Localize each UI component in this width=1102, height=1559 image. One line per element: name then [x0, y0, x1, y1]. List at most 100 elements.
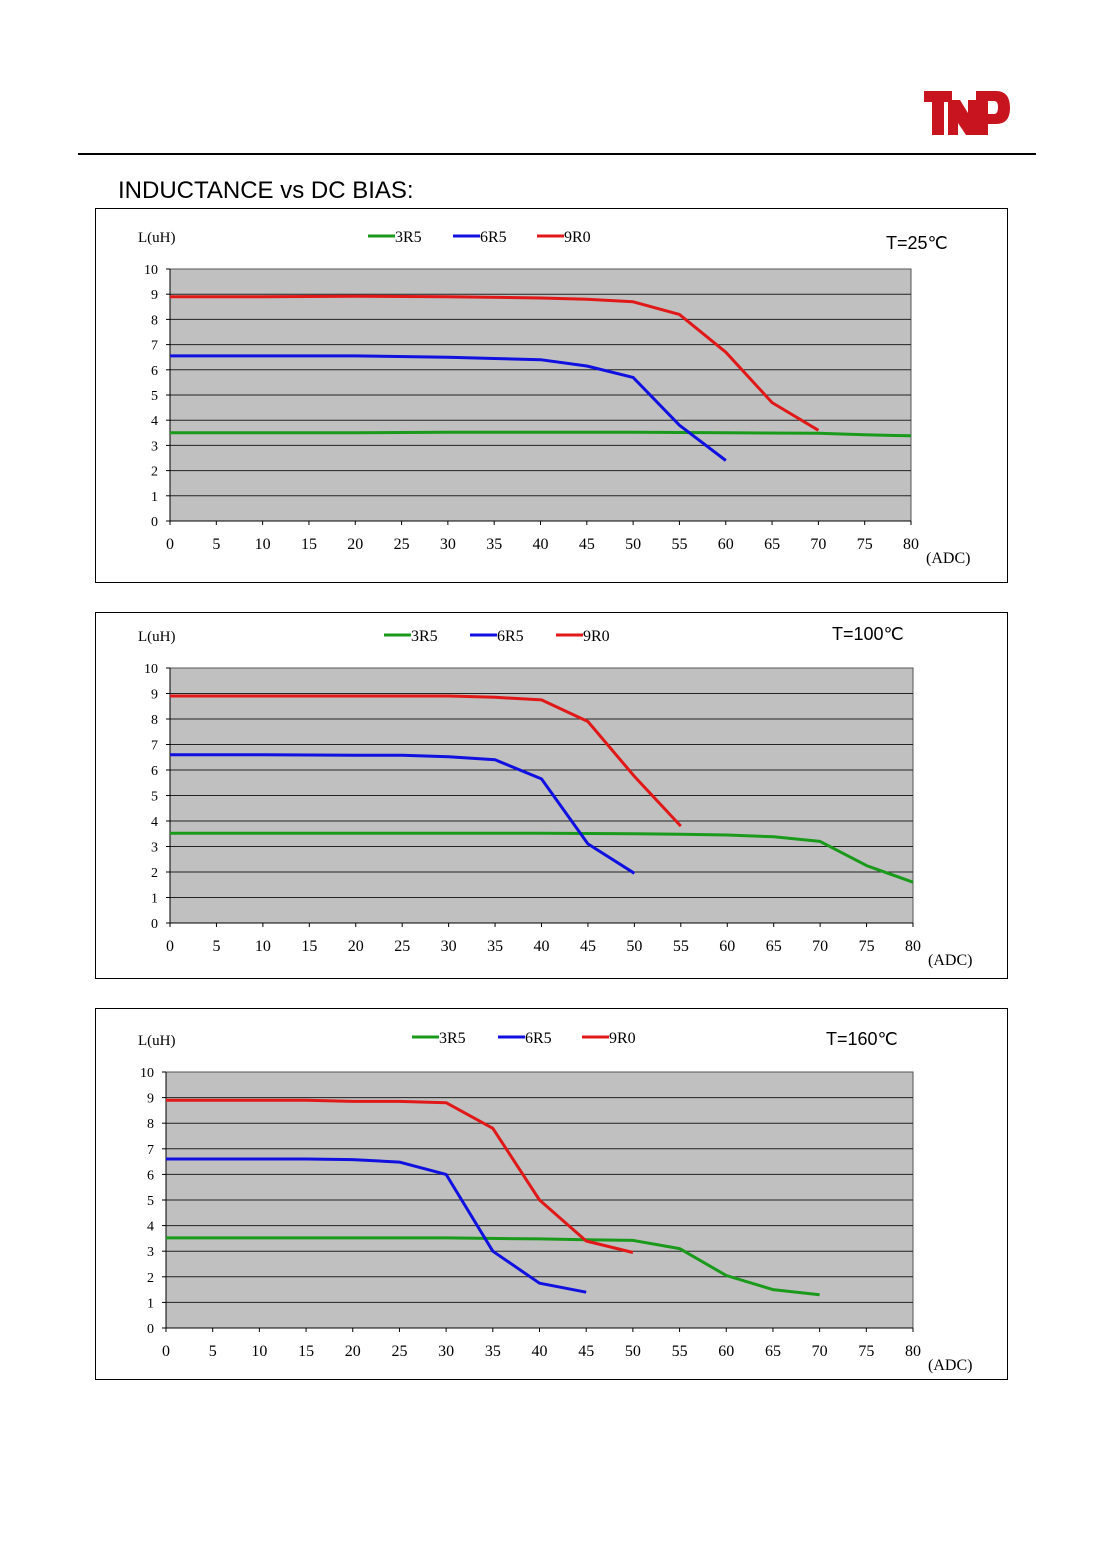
- x-axis-label: (ADC): [926, 550, 970, 567]
- x-tick-label: 25: [391, 1343, 407, 1360]
- y-tick-label: 10: [144, 662, 158, 677]
- chart-title: T=100℃: [832, 624, 904, 644]
- x-tick-label: 55: [671, 536, 687, 553]
- chart-panel-100c: 0 1 2 3 4 5 6 7 8 9 10 0 5 10 15 20 25 30 35 40 45 50 55 60 65 70…: [95, 612, 1008, 979]
- y-tick-label: 9: [147, 1092, 154, 1107]
- y-tick-label: 4: [151, 414, 158, 429]
- series-line-3r5: [170, 831, 914, 884]
- x-axis-label: (ADC): [928, 1357, 972, 1374]
- y-tick-label: 3: [147, 1245, 154, 1260]
- x-tick-label: 60: [719, 938, 735, 955]
- legend-label-3r5: 3R5: [395, 229, 422, 246]
- y-tick-label: 2: [151, 465, 158, 480]
- y-tick-label: 6: [147, 1168, 154, 1183]
- y-tick-label: 0: [151, 917, 158, 932]
- x-tick-label: 50: [625, 1343, 641, 1360]
- legend-label-9r0: 9R0: [583, 628, 610, 645]
- y-axis-label: L(uH): [138, 230, 176, 246]
- y-tick-label: 2: [151, 866, 158, 881]
- legend-label-3r5: 3R5: [439, 1030, 466, 1047]
- series-line-6r5: [170, 354, 727, 462]
- x-tick-label: 15: [301, 938, 317, 955]
- y-tick-label: 6: [151, 364, 158, 379]
- x-tick-label: 65: [765, 1343, 781, 1360]
- series-line-9r0: [170, 294, 820, 432]
- x-tick-label: 5: [212, 536, 220, 553]
- legend-label-9r0: 9R0: [564, 229, 591, 246]
- x-tick-label: 55: [672, 1343, 688, 1360]
- x-tick-label: 10: [255, 536, 271, 553]
- chart-panel-25c: 0 1 2 3 4 5 6 7 8 9 10 0 5 10 15 20 25 30 35 40 45 50 55 60 65 70…: [95, 208, 1008, 583]
- x-tick-label: 70: [812, 1343, 828, 1360]
- x-tick-label: 65: [766, 938, 782, 955]
- x-axis-label: (ADC): [928, 952, 972, 969]
- legend-label-3r5: 3R5: [411, 628, 438, 645]
- x-tick-label: 5: [212, 938, 220, 955]
- x-tick-label: 75: [858, 1343, 874, 1360]
- y-tick-label: 8: [151, 713, 158, 728]
- header-divider: [78, 153, 1036, 155]
- x-tick-label: 60: [718, 1343, 734, 1360]
- x-tick-label: 75: [857, 536, 873, 553]
- x-tick-label: 70: [810, 536, 826, 553]
- y-tick-label: 5: [151, 389, 158, 404]
- x-tick-label: 50: [625, 536, 641, 553]
- chart-title: T=25℃: [886, 233, 948, 253]
- x-tick-label: 20: [348, 938, 364, 955]
- series-line-9r0: [166, 1098, 634, 1254]
- legend-label-6r5: 6R5: [497, 628, 524, 645]
- y-tick-label: 4: [151, 815, 158, 830]
- x-tick-label: 10: [251, 1343, 267, 1360]
- y-tick-label: 9: [151, 688, 158, 703]
- x-tick-label: 30: [441, 938, 457, 955]
- x-tick-label: 60: [718, 536, 734, 553]
- x-tick-label: 40: [534, 938, 550, 955]
- y-tick-label: 7: [151, 339, 158, 354]
- x-tick-label: 40: [532, 1343, 548, 1360]
- y-tick-label: 2: [147, 1271, 154, 1286]
- x-tick-label: 10: [255, 938, 271, 955]
- y-tick-label: 3: [151, 439, 158, 454]
- y-tick-label: 0: [151, 515, 158, 530]
- legend-label-6r5: 6R5: [480, 229, 507, 246]
- x-tick-label: 45: [578, 1343, 594, 1360]
- y-tick-label: 1: [151, 490, 158, 505]
- x-tick-label: 70: [812, 938, 828, 955]
- brand-logo: [924, 91, 1010, 135]
- y-tick-label: 5: [147, 1194, 154, 1209]
- x-tick-label: 80: [903, 536, 919, 553]
- x-tick-label: 75: [859, 938, 875, 955]
- y-tick-label: 8: [151, 313, 158, 328]
- x-tick-label: 65: [764, 536, 780, 553]
- x-tick-label: 5: [209, 1343, 217, 1360]
- y-tick-label: 10: [140, 1066, 154, 1081]
- chart-panel-160c: 0 1 2 3 4 5 6 7 8 9 10 0 5 10 15 20 25 30 35 40 45 50 55 60 65 70…: [95, 1008, 1008, 1380]
- y-tick-label: 7: [151, 739, 158, 754]
- x-tick-label: 80: [905, 1343, 921, 1360]
- y-tick-label: 7: [147, 1143, 154, 1158]
- y-tick-label: 3: [151, 841, 158, 856]
- x-tick-label: 80: [905, 938, 921, 955]
- x-tick-label: 35: [485, 1343, 501, 1360]
- legend-label-9r0: 9R0: [609, 1030, 636, 1047]
- series-line-6r5: [166, 1157, 587, 1294]
- legend-label-6r5: 6R5: [525, 1030, 552, 1047]
- y-axis-label: L(uH): [138, 1033, 176, 1049]
- series-line-9r0: [170, 694, 682, 828]
- y-tick-label: 10: [144, 263, 158, 278]
- y-tick-label: 6: [151, 764, 158, 779]
- x-tick-label: 40: [533, 536, 549, 553]
- y-tick-label: 5: [151, 790, 158, 805]
- x-tick-label: 0: [166, 938, 174, 955]
- series-line-6r5: [170, 753, 636, 875]
- x-tick-label: 55: [673, 938, 689, 955]
- x-tick-label: 20: [345, 1343, 361, 1360]
- chart-title: T=160℃: [826, 1029, 898, 1049]
- x-tick-label: 15: [301, 536, 317, 553]
- series-line-3r5: [170, 430, 912, 438]
- x-tick-label: 0: [162, 1343, 170, 1360]
- x-tick-label: 25: [394, 536, 410, 553]
- x-tick-label: 20: [347, 536, 363, 553]
